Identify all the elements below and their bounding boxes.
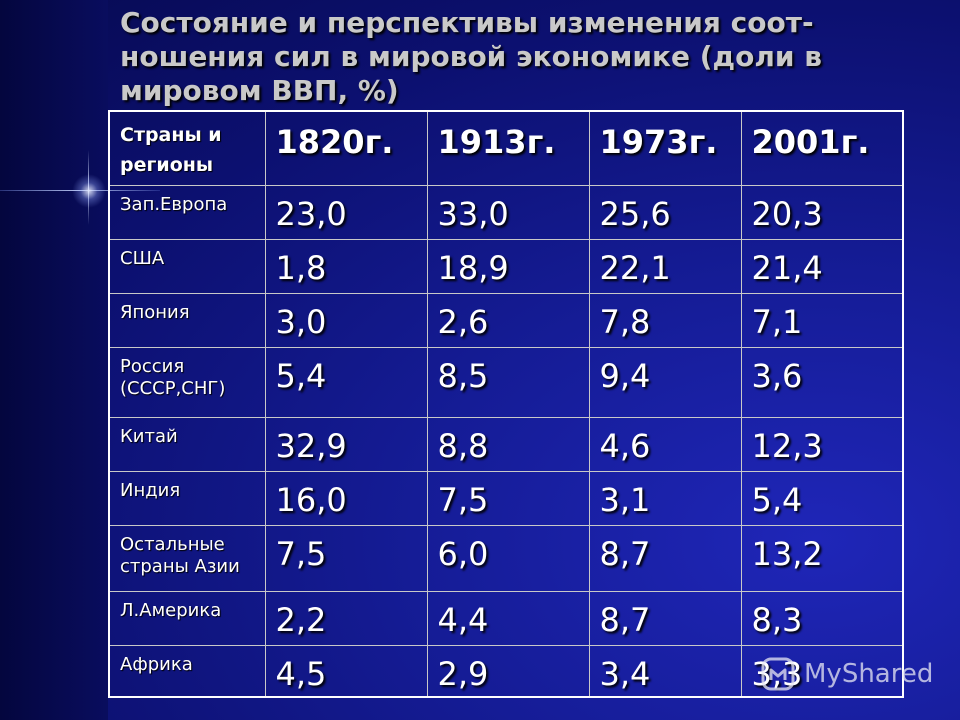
left-band bbox=[0, 0, 108, 720]
value-cell-1973: 25,6 bbox=[588, 184, 742, 240]
value-cell-1973: 8,7 bbox=[588, 524, 742, 592]
value-cell-1913: 8,8 bbox=[426, 416, 590, 472]
table-body: Страны и регионы 1820г. 1913г. 1973г. 20… bbox=[108, 110, 904, 698]
value-cell-1913: 33,0 bbox=[426, 184, 590, 240]
value-cell-1913: 2,9 bbox=[426, 644, 590, 698]
value-cell-2001: 5,4 bbox=[740, 470, 904, 526]
value-cell-2001: 12,3 bbox=[740, 416, 904, 472]
value-cell-1973: 7,8 bbox=[588, 292, 742, 348]
value-cell-1913: 7,5 bbox=[426, 470, 590, 526]
value-cell-1973: 8,7 bbox=[588, 590, 742, 646]
myshared-watermark: MyShared bbox=[760, 656, 933, 692]
value-cell-1820: 16,0 bbox=[264, 470, 428, 526]
region-name-cell: Россия (СССР,СНГ) bbox=[108, 346, 266, 418]
value-cell-1913: 2,6 bbox=[426, 292, 590, 348]
table-row: Зап.Европа 23,0 33,0 25,6 20,3 bbox=[108, 184, 904, 240]
value-cell-1820: 3,0 bbox=[264, 292, 428, 348]
table-row: США 1,8 18,9 22,1 21,4 bbox=[108, 238, 904, 294]
value-cell-2001: 21,4 bbox=[740, 238, 904, 294]
value-cell-1820: 4,5 bbox=[264, 644, 428, 698]
header-year-1913: 1913г. bbox=[426, 110, 590, 186]
region-name-cell: Зап.Европа bbox=[108, 184, 266, 240]
value-cell-1973: 3,1 bbox=[588, 470, 742, 526]
table-row: Индия 16,0 7,5 3,1 5,4 bbox=[108, 470, 904, 526]
value-cell-1820: 7,5 bbox=[264, 524, 428, 592]
value-cell-2001: 13,2 bbox=[740, 524, 904, 592]
value-cell-1973: 4,6 bbox=[588, 416, 742, 472]
region-name-cell: Япония bbox=[108, 292, 266, 348]
value-cell-1913: 8,5 bbox=[426, 346, 590, 418]
value-cell-1820: 2,2 bbox=[264, 590, 428, 646]
header-region: Страны и регионы bbox=[108, 110, 266, 186]
value-cell-1913: 18,9 bbox=[426, 238, 590, 294]
table-row: Китай 32,9 8,8 4,6 12,3 bbox=[108, 416, 904, 472]
myshared-logo-icon bbox=[760, 656, 796, 692]
value-cell-2001: 8,3 bbox=[740, 590, 904, 646]
table-row: Россия (СССР,СНГ) 5,4 8,5 9,4 3,6 bbox=[108, 346, 904, 418]
gdp-share-table: Страны и регионы 1820г. 1913г. 1973г. 20… bbox=[108, 110, 904, 698]
value-cell-1973: 3,4 bbox=[588, 644, 742, 698]
region-name-cell: Индия bbox=[108, 470, 266, 526]
value-cell-2001: 3,6 bbox=[740, 346, 904, 418]
value-cell-1973: 22,1 bbox=[588, 238, 742, 294]
slide-title: Состояние и перспективы изменения соот-н… bbox=[120, 6, 822, 107]
region-name-cell: Остальные страны Азии bbox=[108, 524, 266, 592]
value-cell-1820: 5,4 bbox=[264, 346, 428, 418]
table-row: Африка 4,5 2,9 3,4 3,3 bbox=[108, 644, 904, 698]
value-cell-2001: 7,1 bbox=[740, 292, 904, 348]
value-cell-1820: 32,9 bbox=[264, 416, 428, 472]
header-year-1973: 1973г. bbox=[588, 110, 742, 186]
table-row: Остальные страны Азии 7,5 6,0 8,7 13,2 bbox=[108, 524, 904, 592]
region-name-cell: США bbox=[108, 238, 266, 294]
region-name-cell: Л.Америка bbox=[108, 590, 266, 646]
table-row: Япония 3,0 2,6 7,8 7,1 bbox=[108, 292, 904, 348]
header-year-1820: 1820г. bbox=[264, 110, 428, 186]
value-cell-1913: 4,4 bbox=[426, 590, 590, 646]
table-row: Л.Америка 2,2 4,4 8,7 8,3 bbox=[108, 590, 904, 646]
watermark-text: MyShared bbox=[804, 659, 934, 689]
region-name-cell: Китай bbox=[108, 416, 266, 472]
table-header-row: Страны и регионы 1820г. 1913г. 1973г. 20… bbox=[108, 110, 904, 186]
region-name-cell: Африка bbox=[108, 644, 266, 698]
value-cell-1820: 1,8 bbox=[264, 238, 428, 294]
value-cell-1820: 23,0 bbox=[264, 184, 428, 240]
value-cell-1973: 9,4 bbox=[588, 346, 742, 418]
header-year-2001: 2001г. bbox=[740, 110, 904, 186]
value-cell-2001: 20,3 bbox=[740, 184, 904, 240]
value-cell-1913: 6,0 bbox=[426, 524, 590, 592]
decorative-light-flare bbox=[72, 174, 106, 208]
